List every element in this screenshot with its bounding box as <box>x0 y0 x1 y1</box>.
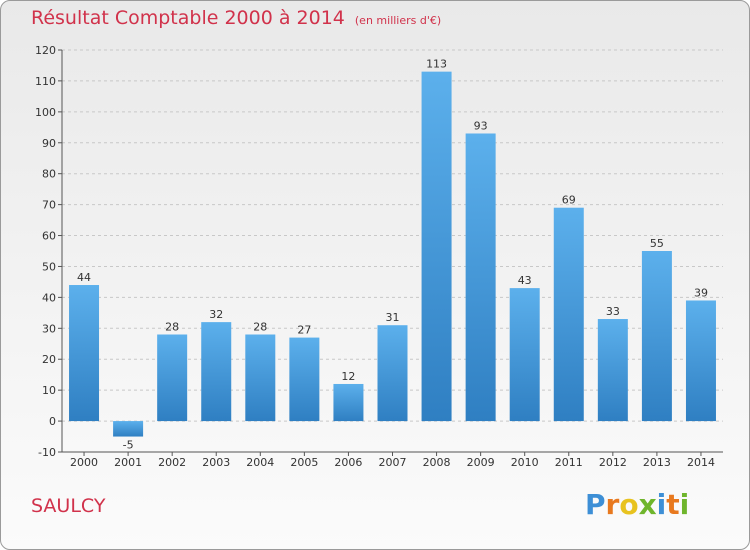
bar <box>289 337 320 422</box>
brand-letter: o <box>619 488 639 521</box>
x-tick-label: 2004 <box>246 456 274 469</box>
bar <box>597 319 628 422</box>
y-tick-label: -10 <box>38 446 56 459</box>
data-label: 31 <box>386 311 400 324</box>
brand-letter: t <box>666 488 680 521</box>
y-tick-label: 120 <box>35 44 56 57</box>
y-tick-label: 60 <box>42 230 56 243</box>
data-label: 28 <box>165 320 179 333</box>
bar <box>465 133 496 422</box>
x-tick-label: 2002 <box>158 456 186 469</box>
data-label: 39 <box>694 286 708 299</box>
x-tick-label: 2011 <box>555 456 583 469</box>
x-tick-label: 2000 <box>70 456 98 469</box>
data-label: 32 <box>209 308 223 321</box>
y-tick-label: 30 <box>42 322 56 335</box>
data-label: 93 <box>474 119 488 132</box>
x-tick-label: 2006 <box>334 456 362 469</box>
data-label: 28 <box>253 320 267 333</box>
x-tick-label: 2008 <box>423 456 451 469</box>
data-label: 33 <box>606 305 620 318</box>
data-label: 44 <box>77 271 91 284</box>
y-tick-label: 50 <box>42 260 56 273</box>
bar <box>245 334 276 422</box>
chart-title: Résultat Comptable 2000 à 2014 (en millie… <box>31 7 441 29</box>
x-tick-label: 2010 <box>511 456 539 469</box>
bar <box>421 71 452 422</box>
bar <box>69 285 100 422</box>
bar <box>113 421 144 437</box>
x-tick-label: 2014 <box>687 456 715 469</box>
x-tick-label: 2005 <box>290 456 318 469</box>
y-tick-label: 100 <box>35 106 56 119</box>
x-tick-label: 2012 <box>599 456 627 469</box>
x-tick-label: 2003 <box>202 456 230 469</box>
brand-letter: P <box>585 488 606 521</box>
data-label: 55 <box>650 237 664 250</box>
x-tick-label: 2009 <box>467 456 495 469</box>
bar <box>641 251 672 422</box>
brand-letter: r <box>605 488 620 521</box>
location-label: SAULCY <box>31 495 106 517</box>
y-tick-label: 10 <box>42 384 56 397</box>
chart-title-text: Résultat Comptable 2000 à 2014 <box>31 7 345 29</box>
x-tick-label: 2001 <box>114 456 142 469</box>
bar <box>157 334 188 422</box>
y-tick-label: 0 <box>49 415 56 428</box>
data-label: 12 <box>341 370 355 383</box>
data-label: 27 <box>297 324 311 337</box>
y-tick-label: 40 <box>42 291 56 304</box>
brand-letter: i <box>656 488 667 521</box>
y-tick-label: 80 <box>42 168 56 181</box>
y-tick-label: 20 <box>42 353 56 366</box>
y-tick-label: 70 <box>42 199 56 212</box>
x-tick-label: 2013 <box>643 456 671 469</box>
bar <box>377 325 408 422</box>
brand-letter: i <box>679 488 690 521</box>
x-tick-label: 2007 <box>379 456 407 469</box>
bar <box>685 300 716 422</box>
data-label: 43 <box>518 274 532 287</box>
y-tick-label: 90 <box>42 137 56 150</box>
brand-logo: Proxiti <box>585 488 689 521</box>
bar <box>201 322 232 422</box>
data-label: -5 <box>123 439 134 452</box>
y-tick-label: 110 <box>35 75 56 88</box>
brand-letter: x <box>638 488 657 521</box>
chart-unit-label: (en milliers d'€) <box>354 14 442 27</box>
data-label: 113 <box>426 58 447 71</box>
bar <box>333 383 364 422</box>
bar <box>553 207 584 422</box>
data-label: 69 <box>562 194 576 207</box>
bar <box>509 288 540 422</box>
